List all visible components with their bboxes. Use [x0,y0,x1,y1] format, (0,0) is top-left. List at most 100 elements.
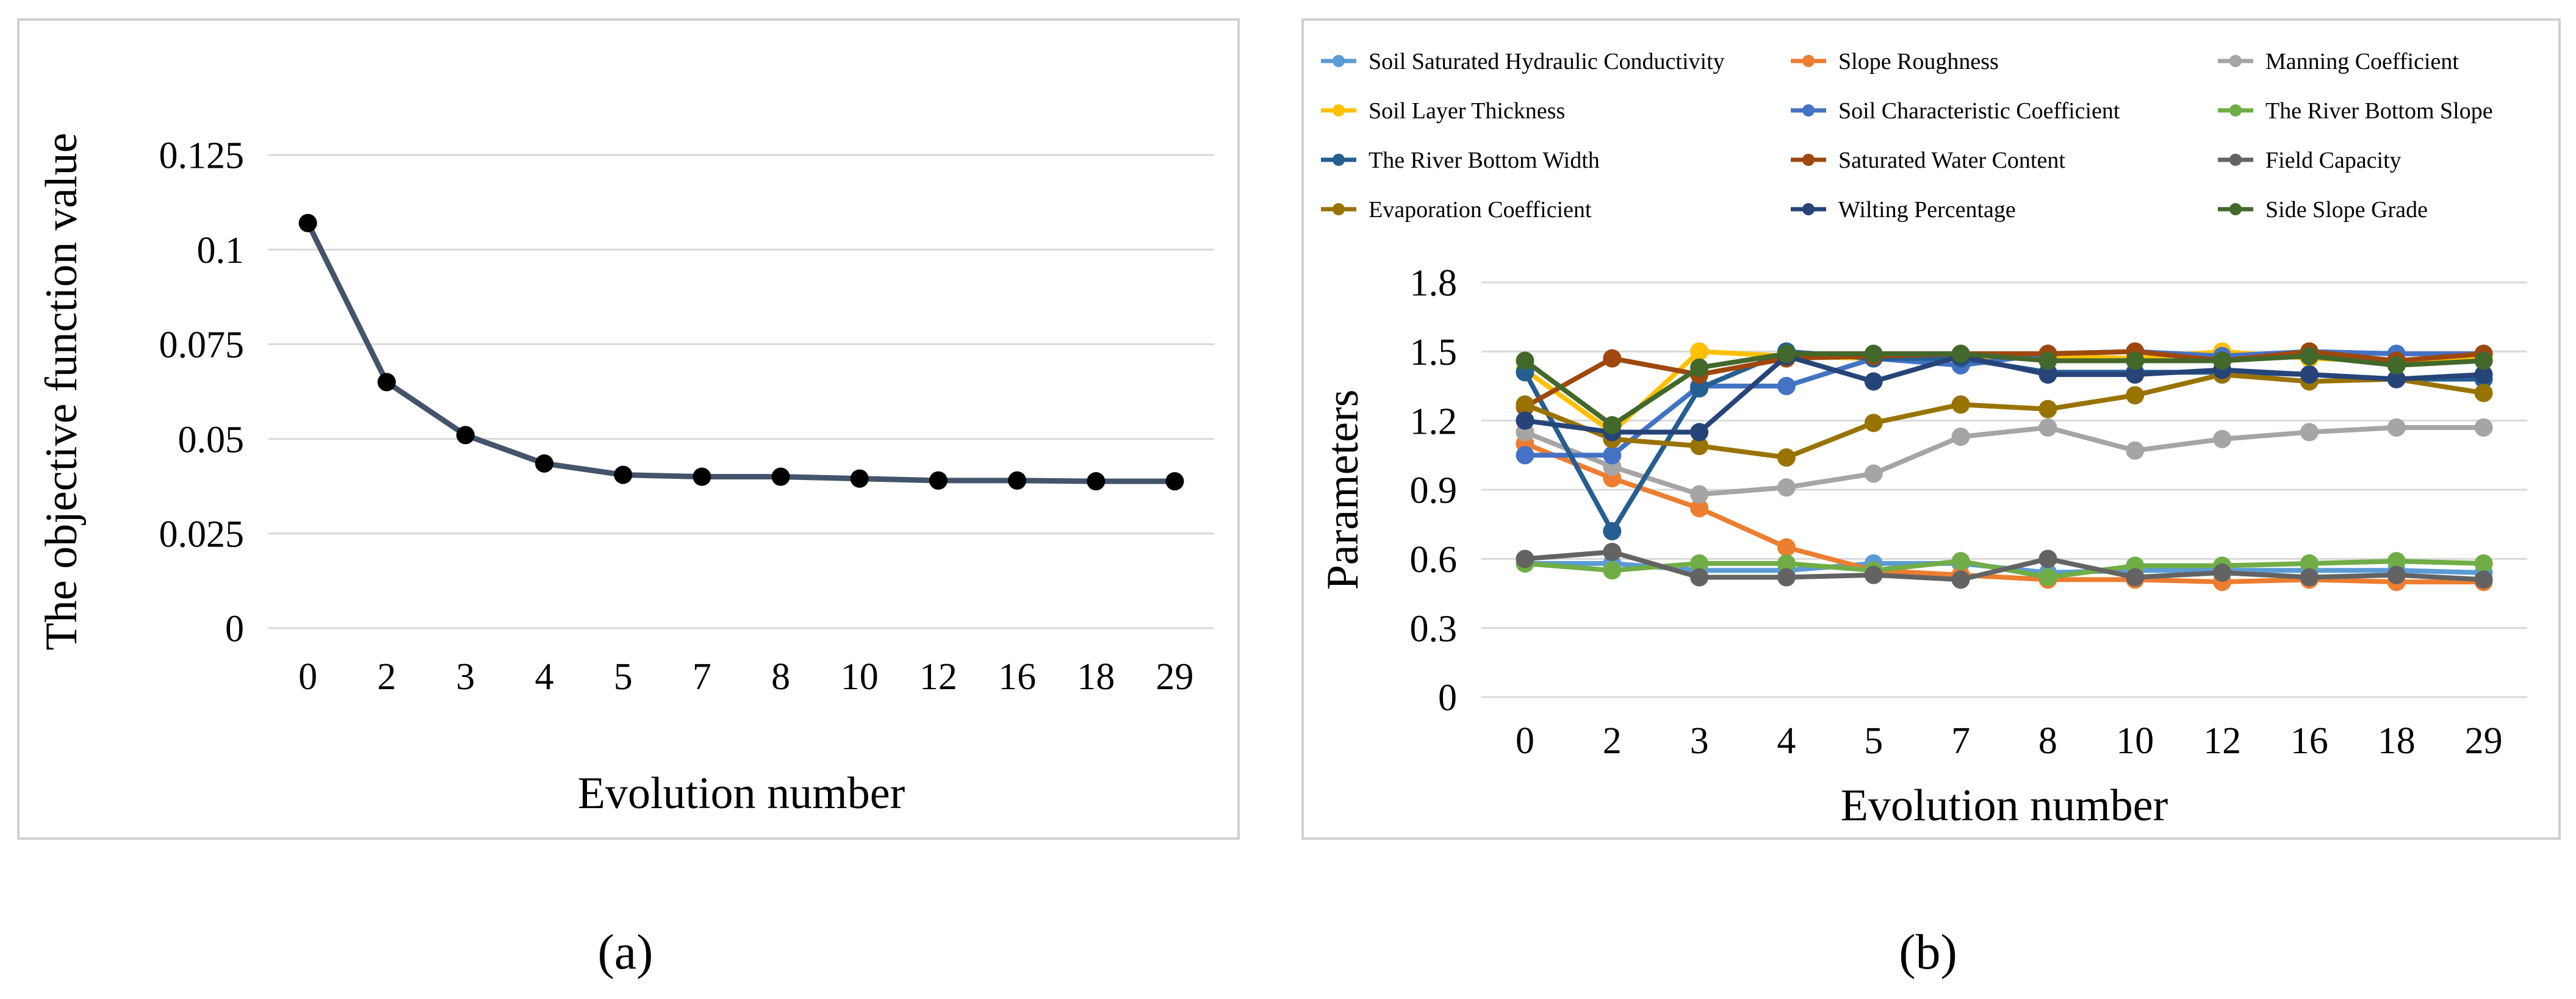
data-point [377,373,396,392]
legend-label: Slope Roughness [1838,49,1999,74]
data-point [298,213,317,232]
data-point [1603,416,1622,435]
data-point [2126,441,2145,460]
data-point [456,426,475,445]
data-point [1516,446,1534,465]
data-point [1951,428,1970,446]
legend-label: Field Capacity [2265,148,2402,173]
data-point [2300,568,2319,587]
data-point [2126,365,2145,384]
panel-a-frame [17,18,1240,840]
data-point [2126,568,2145,587]
data-point [2387,370,2406,389]
data-point [614,465,633,484]
x-tick-label: 16 [2290,720,2328,762]
y-tick-label: 0.9 [1410,470,1458,512]
legend-swatch-marker [2229,55,2242,67]
legend-label: Soil Characteristic Coefficient [1838,98,2120,124]
data-point [1777,448,1796,467]
series-line [1524,372,2484,460]
data-point [1951,552,1970,571]
legend-label: Soil Saturated Hydraulic Conductivity [1369,49,1725,74]
legend-label: Wilting Percentage [1838,197,2016,223]
y-tick-label: 0.025 [159,514,245,556]
data-point [2038,550,2057,568]
x-tick-label: 18 [1077,656,1115,698]
data-point [1603,349,1622,368]
data-point [1516,351,1534,370]
data-point [2387,418,2406,437]
x-tick-label: 29 [2465,720,2503,762]
data-point [1864,464,1883,483]
chart-b-legend: Soil Saturated Hydraulic Conductivity Slo… [1321,49,2493,223]
data-point [2387,356,2406,374]
data-point [1690,379,1709,398]
data-point [1777,478,1796,497]
data-point [2300,423,2319,442]
data-point [1690,437,1709,456]
x-axis-title: Evolution number [578,768,905,818]
x-tick-label: 5 [614,656,633,698]
data-point [1864,565,1883,584]
legend-label: The River Bottom Width [1369,148,1600,173]
data-point [1864,345,1883,363]
y-tick-label: 0.125 [159,135,245,177]
data-point [1690,568,1709,587]
data-point [771,467,790,486]
data-point [2213,564,2232,582]
x-tick-label: 4 [535,656,554,698]
data-point [2300,554,2319,573]
y-tick-label: 0.1 [197,230,245,271]
y-tick-label: 0.6 [1410,539,1458,581]
data-point [1603,543,1622,561]
y-tick-label: 0.05 [178,419,245,460]
y-tick-label: 0.3 [1410,608,1458,650]
series-line [1524,353,2484,435]
data-point [2474,554,2493,573]
x-tick-label: 12 [2203,720,2241,762]
x-tick-label: 7 [693,656,711,698]
legend-swatch-marker [1802,104,1815,116]
series-line [1524,351,2484,428]
data-point [1516,395,1534,414]
data-point [850,469,869,488]
x-tick-label: 5 [1864,720,1883,762]
legend-label: Side Slope Grade [2265,197,2428,223]
data-point [1777,554,1796,573]
data-point [1516,550,1534,568]
data-point [1690,423,1709,442]
series-line [1524,425,2484,497]
data-point [1777,568,1796,587]
x-tick-label: 0 [1516,720,1534,762]
data-point [1516,411,1534,430]
data-point [2126,351,2145,370]
x-tick-label: 8 [771,656,790,698]
y-tick-label: 0.075 [159,324,245,366]
x-tick-label: 16 [998,656,1036,698]
series-line [1524,441,2484,585]
series-line [1525,550,2484,582]
data-point [1087,472,1106,491]
data-point [2038,351,2057,370]
caption-a: (a) [597,924,653,979]
data-point [1008,471,1027,490]
legend-swatch-marker [2229,104,2242,116]
y-axis-title: Parameters [1318,390,1368,590]
x-tick-label: 4 [1777,720,1796,762]
data-point [2474,418,2493,437]
data-point [2474,384,2493,403]
data-point [2038,399,2057,418]
data-point [1951,395,1970,414]
x-tick-label: 2 [377,656,396,698]
x-tick-label: 18 [2378,720,2416,762]
x-tick-label: 8 [2038,720,2057,762]
series-line [1524,349,2484,409]
x-tick-label: 7 [1951,720,1970,762]
data-point [1777,345,1796,363]
data-point [1690,358,1709,377]
data-point [2387,565,2406,584]
data-point [2300,365,2319,384]
data-point [1777,377,1796,395]
